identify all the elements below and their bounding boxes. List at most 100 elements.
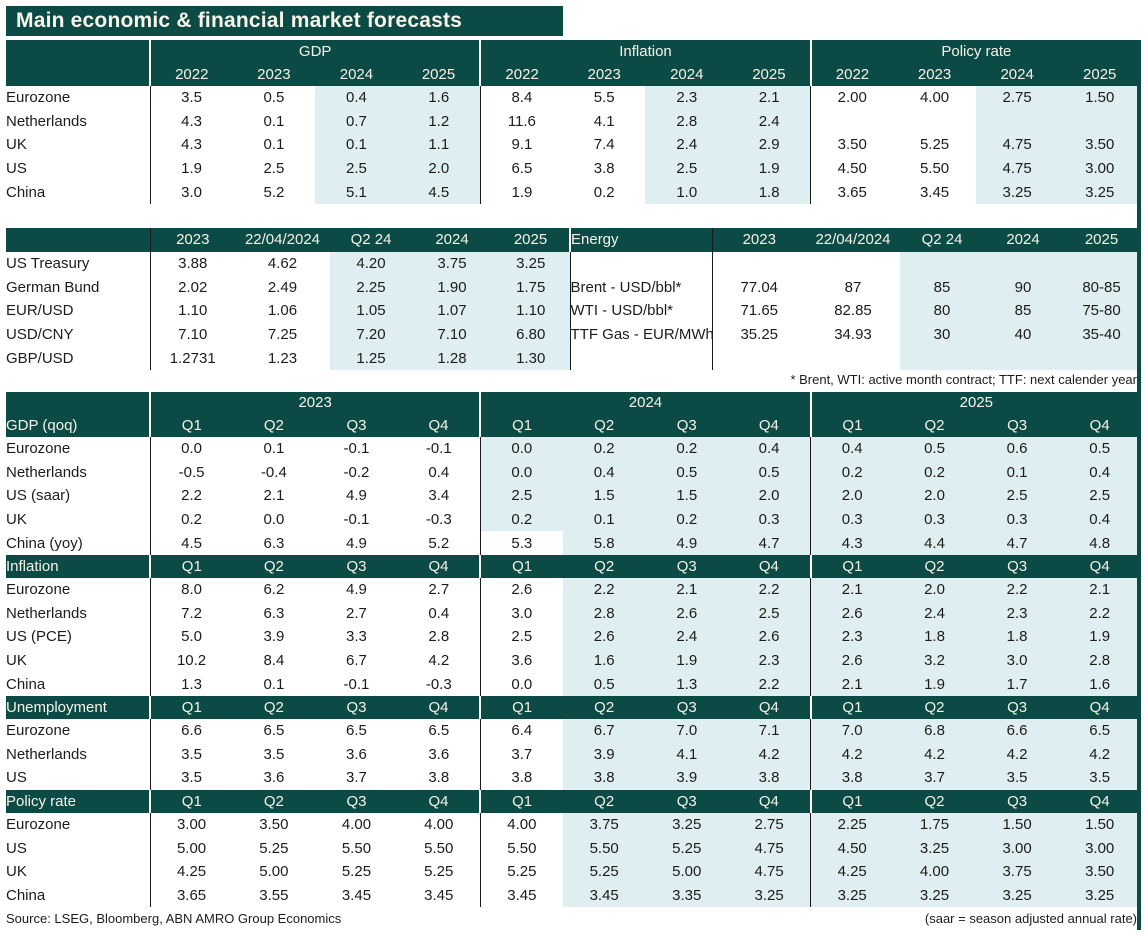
value-cell: 3.0 xyxy=(149,180,233,204)
value-cell: 3.45 xyxy=(479,883,563,908)
value-cell: 90 xyxy=(984,275,1062,300)
value-cell: 4.00 xyxy=(893,859,976,884)
value-cell: -0.3 xyxy=(425,511,452,529)
value-cell: 4.3 xyxy=(149,133,233,157)
value-cell: 4.00 xyxy=(919,89,950,107)
table-row: US Treasury 3.88 4.62 4.20 3.75 3.25 xyxy=(6,251,1141,276)
value-cell: 4.75 xyxy=(728,859,811,884)
quarter-header: Q2 xyxy=(232,695,316,719)
value-cell: 2.00 xyxy=(810,86,894,110)
year-group-header: 2025 xyxy=(809,391,1141,414)
value-cell: 4.3 xyxy=(149,109,233,134)
value-cell: 3.45 xyxy=(919,183,950,201)
value-cell: 1.30 xyxy=(492,346,570,370)
quarter-header: Q4 xyxy=(728,695,811,719)
value-cell: 2.2 xyxy=(975,577,1059,602)
year-header: 22/04/2024 xyxy=(806,227,900,252)
value-cell: 1.6 xyxy=(562,648,646,673)
value-cell: 2.8 xyxy=(1058,648,1141,673)
row-label: Netherlands xyxy=(6,604,87,622)
table-row: Netherlands 3.5 3.5 3.6 3.6 3.7 3.9 4.1 4.2 4.2 4.… xyxy=(6,742,1141,767)
value-cell: 35.25 xyxy=(711,322,806,347)
quarter-header: Q1 xyxy=(809,413,894,437)
table-row: Policy rate Q1 Q2 Q3 Q4 Q1 Q2 Q3 Q4 Q1 Q2 Q3 Q4 xyxy=(6,789,1141,813)
corner-cell xyxy=(6,62,150,86)
value-cell: -0.1 xyxy=(343,511,370,529)
value-cell: 2.1 xyxy=(728,86,811,110)
value-cell: 2.25 xyxy=(810,812,894,837)
value-cell: 4.2 xyxy=(1058,742,1141,767)
year-header: 2023 xyxy=(149,227,235,252)
value-cell: 5.25 xyxy=(341,863,372,881)
value-cell: 7.0 xyxy=(645,718,729,743)
value-cell: 0.4 xyxy=(428,604,450,622)
value-cell: 1.25 xyxy=(330,346,412,370)
quarter-header: Q1 xyxy=(809,695,894,719)
page-right-border xyxy=(1137,40,1141,930)
row-label: US (saar) xyxy=(6,487,71,505)
value-cell: 7.1 xyxy=(728,718,811,743)
quarter-header: Q2 xyxy=(232,554,316,578)
value-cell: 7.10 xyxy=(412,322,492,347)
value-cell: 3.25 xyxy=(975,883,1059,908)
table-row: China 1.3 0.1 -0.1 -0.3 0.0 0.5 1.3 2.2 2.1 1.9 1.7… xyxy=(6,672,1141,696)
value-cell: 2.2 xyxy=(149,484,233,508)
value-cell: 4.2 xyxy=(728,742,811,767)
table-row: Eurozone 8.0 6.2 4.9 2.7 2.6 2.2 2.1 2.2 2.1 2.0 2.… xyxy=(6,577,1141,602)
value-cell: 1.75 xyxy=(492,275,570,300)
value-cell: 1.6 xyxy=(1058,672,1141,696)
value-cell: 3.00 xyxy=(149,812,233,837)
value-cell: 0.3 xyxy=(728,507,811,532)
value-cell: 1.9 xyxy=(893,672,976,696)
value-cell: 0.4 xyxy=(1058,460,1141,485)
quarter-header: Q4 xyxy=(1058,554,1141,578)
value-cell: 1.2731 xyxy=(149,346,235,370)
table-row: US 1.9 2.5 2.5 2.0 6.5 3.8 2.5 1.9 4.50 5.50 4.75 3.… xyxy=(6,156,1142,181)
table-row: Eurozone 3.00 3.50 4.00 4.00 4.00 3.75 3.25 2.75… xyxy=(6,812,1141,837)
row-label: US (PCE) xyxy=(6,628,72,646)
value-cell: 4.2 xyxy=(893,742,976,767)
value-cell: 1.9 xyxy=(645,648,729,673)
value-cell: 3.45 xyxy=(341,886,372,904)
value-cell: 0.4 xyxy=(562,460,646,485)
table-row: Netherlands -0.5 -0.4 -0.2 0.4 0.0 0.4 0.5 0.5 0.… xyxy=(6,460,1141,485)
value-cell: 85 xyxy=(984,299,1062,323)
value-cell: 4.2 xyxy=(428,651,450,669)
value-cell: 3.25 xyxy=(975,180,1059,204)
value-cell: 1.50 xyxy=(975,812,1059,837)
value-cell: 3.8 xyxy=(428,769,450,787)
value-cell xyxy=(806,346,900,370)
value-cell: 2.0 xyxy=(893,484,976,508)
value-cell: 2.5 xyxy=(1058,484,1141,508)
value-cell: 80 xyxy=(900,299,984,323)
year-header: 2022 xyxy=(149,62,233,86)
year-group-header: 2023 xyxy=(148,391,481,414)
table-row: USD/CNY 7.10 7.25 7.20 7.10 6.80 TTF Gas - EUR… xyxy=(6,322,1141,347)
value-cell: 5.8 xyxy=(562,531,646,555)
value-cell: 4.75 xyxy=(975,133,1059,157)
value-cell: 0.1 xyxy=(263,112,285,130)
value-cell: 0.0 xyxy=(149,436,233,461)
value-cell: 0.1 xyxy=(315,133,398,157)
value-cell: 2.7 xyxy=(346,604,367,622)
value-cell: 2.1 xyxy=(1058,577,1141,602)
quarter-header: Q2 xyxy=(893,413,976,437)
year-header: 2025 xyxy=(397,62,481,86)
column-group-header: GDP xyxy=(148,40,481,62)
quarter-header: Q3 xyxy=(975,413,1059,437)
value-cell: -0.1 xyxy=(343,675,370,693)
corner-cell xyxy=(6,391,150,414)
quarter-header: Q4 xyxy=(397,554,481,578)
value-cell: 6.8 xyxy=(893,718,976,743)
value-cell: 3.7 xyxy=(893,766,976,790)
table-row: China 3.65 3.55 3.45 3.45 3.45 3.45 3.35 3.25 3.2… xyxy=(6,883,1141,908)
value-cell: 1.07 xyxy=(412,299,492,323)
value-cell: 3.5 xyxy=(149,742,233,767)
value-cell: -0.4 xyxy=(260,463,287,481)
value-cell: 1.9 xyxy=(149,156,233,181)
value-cell: 2.0 xyxy=(893,577,976,602)
value-cell: 8.4 xyxy=(479,86,563,110)
value-cell: 2.5 xyxy=(728,601,811,626)
value-cell: 2.4 xyxy=(645,625,729,649)
